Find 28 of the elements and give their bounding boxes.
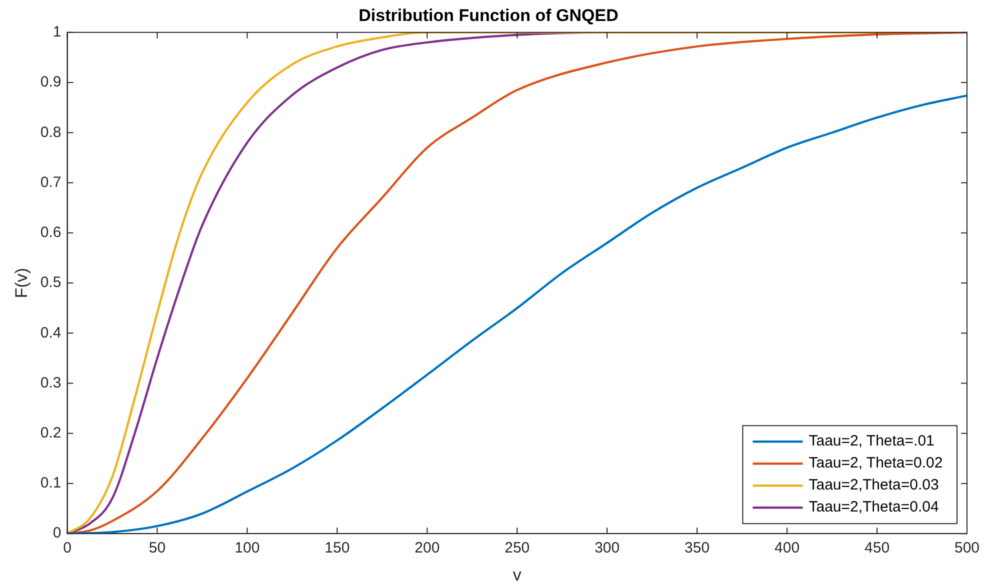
y-tick-label: 0.7	[40, 174, 62, 191]
x-tick-label: 450	[864, 540, 890, 557]
y-tick-label: 0	[52, 524, 62, 542]
y-tick-label: 0.6	[40, 224, 62, 242]
x-tick-label: 250	[504, 540, 530, 557]
y-tick-label: 0.3	[40, 374, 62, 392]
x-tick-label: 150	[324, 540, 350, 557]
y-tick-label: 0.1	[40, 474, 62, 492]
y-axis-title: F(v)	[12, 268, 31, 298]
x-tick-label: 300	[594, 540, 620, 557]
y-tick-label: 1	[52, 24, 62, 41]
y-tick-label: 0.4	[40, 324, 62, 342]
x-axis-title: v	[512, 565, 522, 584]
legend-label: Taau=2, Theta=.01	[808, 432, 934, 450]
chart-title: Distribution Function of GNQED	[358, 6, 618, 25]
y-tick-label: 0.8	[40, 124, 62, 141]
y-tick-label: 0.9	[40, 74, 62, 91]
x-tick-label: 500	[954, 540, 980, 557]
legend-label: Taau=2,Theta=0.04	[808, 498, 939, 516]
x-tick-label: 100	[234, 540, 260, 557]
x-tick-label: 50	[148, 540, 166, 557]
legend-label: Taau=2,Theta=0.03	[808, 476, 939, 494]
y-tick-label: 0.2	[40, 424, 62, 442]
x-tick-label: 400	[774, 540, 800, 557]
x-tick-label: 350	[684, 540, 710, 557]
x-tick-label: 200	[414, 540, 440, 557]
legend-label: Taau=2, Theta=0.02	[808, 454, 943, 472]
y-tick-label: 0.5	[40, 274, 62, 292]
